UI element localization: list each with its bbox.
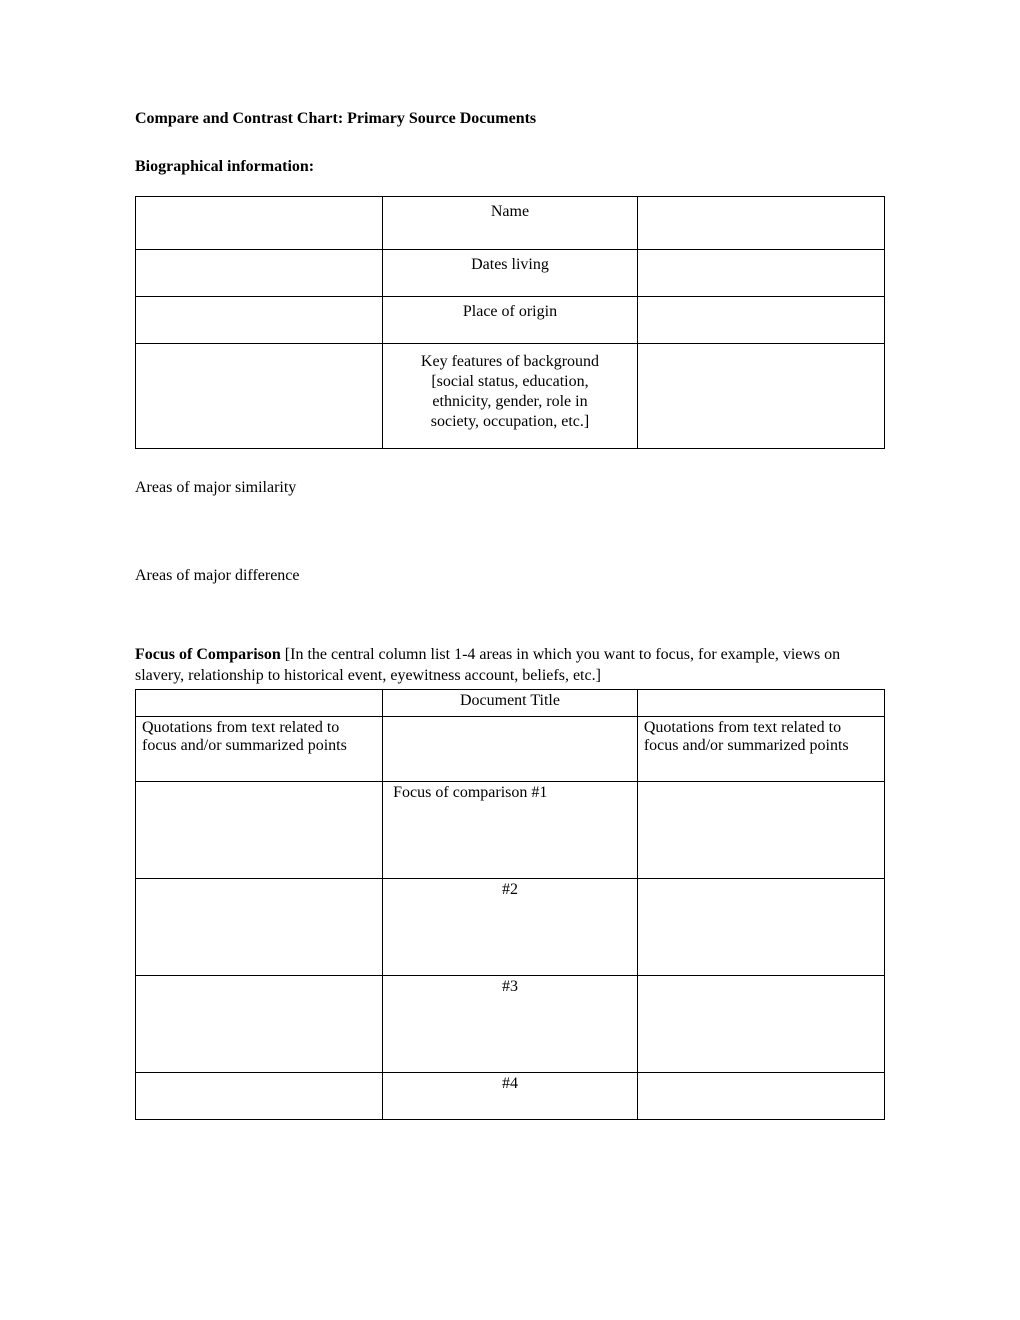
document-page: Compare and Contrast Chart: Primary Sour… <box>0 0 1020 1180</box>
table-row: Dates living <box>136 250 885 297</box>
focus-cell-mid <box>383 716 638 781</box>
table-row: #3 <box>136 975 885 1072</box>
bio-cell-dates: Dates living <box>383 250 638 297</box>
similarity-label: Areas of major similarity <box>135 479 885 497</box>
table-row: Focus of comparison #1 <box>136 781 885 878</box>
bio-cell-left <box>136 297 383 344</box>
bio-cell-right <box>637 250 884 297</box>
bio-cell-left <box>136 344 383 449</box>
focus-cell-f4: #4 <box>383 1072 638 1119</box>
focus-cell-left <box>136 781 383 878</box>
table-row: Place of origin <box>136 297 885 344</box>
focus-heading: Focus of Comparison [In the central colu… <box>135 645 885 687</box>
focus-cell-f1: Focus of comparison #1 <box>383 781 638 878</box>
bio-cell-right <box>637 344 884 449</box>
focus-cell-right <box>637 975 884 1072</box>
focus-cell-right <box>637 689 884 716</box>
bio-cell-left <box>136 250 383 297</box>
focus-heading-bold: Focus of Comparison <box>135 646 281 663</box>
table-row: Key features of background [social statu… <box>136 344 885 449</box>
bio-cell-right <box>637 297 884 344</box>
key-line: Key features of background <box>421 353 599 370</box>
bio-cell-name: Name <box>383 197 638 250</box>
focus-cell-right <box>637 781 884 878</box>
focus-table: Document Title Quotations from text rela… <box>135 689 885 1120</box>
key-line: ethnicity, gender, role in <box>432 393 587 410</box>
bio-table: Name Dates living Place of origin Key fe… <box>135 196 885 449</box>
table-row: Quotations from text related to focus an… <box>136 716 885 781</box>
focus-cell-right <box>637 878 884 975</box>
key-line: [social status, education, <box>431 373 588 390</box>
focus-cell-left <box>136 878 383 975</box>
focus-cell-left <box>136 975 383 1072</box>
table-row: Name <box>136 197 885 250</box>
focus-cell-left <box>136 689 383 716</box>
focus-cell-f3: #3 <box>383 975 638 1072</box>
key-line: society, occupation, etc.] <box>431 413 589 430</box>
page-title: Compare and Contrast Chart: Primary Sour… <box>135 110 885 128</box>
bio-cell-key: Key features of background [social statu… <box>383 344 638 449</box>
focus-cell-quot-left: Quotations from text related to focus an… <box>136 716 383 781</box>
table-row: #4 <box>136 1072 885 1119</box>
bio-subtitle: Biographical information: <box>135 158 885 176</box>
focus-cell-quot-right: Quotations from text related to focus an… <box>637 716 884 781</box>
difference-label: Areas of major difference <box>135 567 885 585</box>
bio-cell-right <box>637 197 884 250</box>
bio-cell-left <box>136 197 383 250</box>
table-row: #2 <box>136 878 885 975</box>
focus-cell-f2: #2 <box>383 878 638 975</box>
key-features-text: Key features of background [social statu… <box>391 350 629 434</box>
table-row: Document Title <box>136 689 885 716</box>
focus-cell-doc-title: Document Title <box>383 689 638 716</box>
focus-cell-right <box>637 1072 884 1119</box>
focus-cell-left <box>136 1072 383 1119</box>
bio-cell-place: Place of origin <box>383 297 638 344</box>
